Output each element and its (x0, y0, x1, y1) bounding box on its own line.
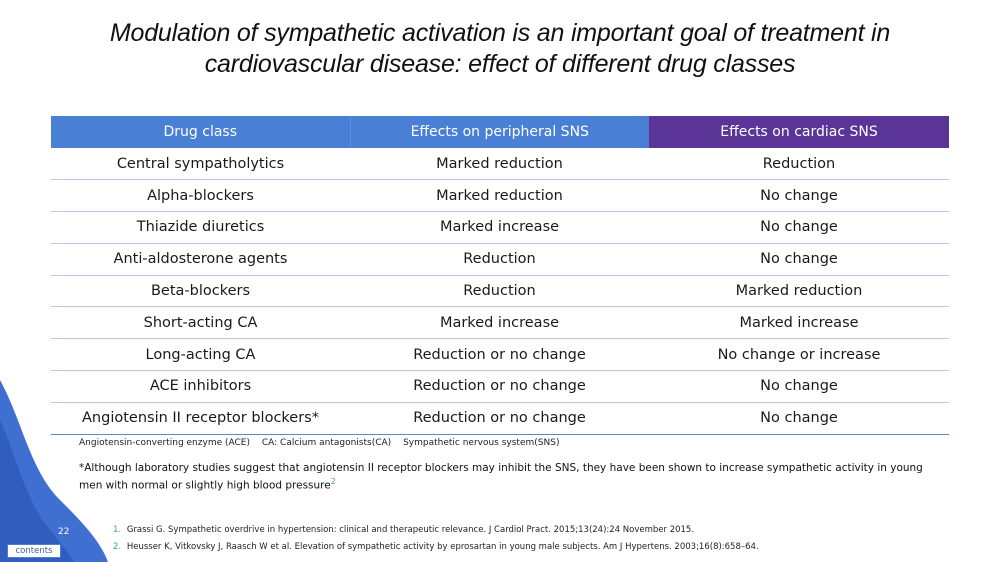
title-line-1: Modulation of sympathetic activation is … (109, 19, 891, 47)
cell-peripheral: Reduction or no change (350, 402, 649, 435)
reference-number: 1. (113, 525, 122, 535)
contents-button[interactable]: contents (7, 544, 61, 558)
table-header-row: Drug class Effects on peripheral SNS Eff… (51, 116, 949, 148)
table-row: Angiotensin II receptor blockers* Reduct… (51, 402, 949, 435)
header-peripheral-sns: Effects on peripheral SNS (350, 116, 649, 148)
table-row: Beta-blockers Reduction Marked reduction (51, 275, 949, 308)
cell-drug-class: ACE inhibitors (51, 370, 350, 403)
abbreviation-sns: Sympathetic nervous system(SNS) (403, 438, 560, 448)
cell-drug-class: Anti-aldosterone agents (51, 243, 350, 276)
drug-class-table: Drug class Effects on peripheral SNS Eff… (51, 116, 949, 435)
footnote-text: *Although laboratory studies suggest tha… (79, 462, 923, 492)
cell-drug-class: Angiotensin II receptor blockers* (51, 402, 350, 435)
cell-cardiac: No change or increase (649, 338, 949, 372)
cell-peripheral: Marked reduction (350, 148, 649, 181)
cell-drug-class: Long-acting CA (51, 338, 350, 372)
cell-cardiac: Marked increase (649, 306, 949, 340)
reference-number: 2. (113, 542, 122, 552)
cell-cardiac: No change (649, 402, 949, 435)
page-title: Modulation of sympathetic activation is … (40, 18, 960, 80)
cell-peripheral: Marked increase (350, 306, 649, 340)
table-row: Anti-aldosterone agents Reduction No cha… (51, 243, 949, 276)
header-drug-class: Drug class (51, 116, 351, 148)
abbreviation-ace: Angiotensin-converting enzyme (ACE) (79, 438, 250, 448)
reference-text: Grassi G. Sympathetic overdrive in hyper… (126, 525, 695, 535)
cell-drug-class: Beta-blockers (51, 275, 350, 308)
cell-drug-class: Central sympatholytics (51, 148, 350, 181)
decorative-corner-shape (0, 380, 108, 562)
footnote-ref: 2 (330, 477, 336, 486)
cell-cardiac: No change (649, 370, 949, 403)
reference-text: Heusser K, Vitkovsky J, Raasch W et al. … (126, 542, 759, 552)
footnote: *Although laboratory studies suggest tha… (79, 462, 949, 493)
table-row: Thiazide diuretics Marked increase No ch… (51, 211, 949, 244)
reference-item: 2. Heusser K, Vitkovsky J, Raasch W et a… (113, 539, 973, 556)
cell-cardiac: No change (649, 179, 949, 213)
abbreviations-line: Angiotensin-converting enzyme (ACE) CA: … (79, 438, 568, 448)
cell-peripheral: Reduction (350, 243, 649, 276)
cell-drug-class: Short-acting CA (51, 306, 350, 340)
cell-drug-class: Thiazide diuretics (51, 211, 350, 244)
cell-cardiac: No change (649, 211, 949, 244)
slide-number: 22 (58, 527, 70, 537)
table-row: ACE inhibitors Reduction or no change No… (51, 370, 949, 403)
cell-peripheral: Marked reduction (350, 179, 649, 213)
cell-cardiac: Reduction (649, 148, 949, 181)
abbreviation-ca: CA: Calcium antagonists(CA) (261, 438, 392, 448)
table-row: Short-acting CA Marked increase Marked i… (51, 306, 949, 340)
header-cardiac-sns: Effects on cardiac SNS (649, 116, 949, 148)
cell-peripheral: Reduction or no change (350, 338, 649, 372)
table-row: Central sympatholytics Marked reduction … (51, 148, 949, 181)
cell-peripheral: Reduction or no change (350, 370, 649, 403)
reference-item: 1. Grassi G. Sympathetic overdrive in hy… (113, 522, 973, 539)
cell-cardiac: No change (649, 243, 949, 276)
cell-cardiac: Marked reduction (649, 275, 949, 308)
table-row: Long-acting CA Reduction or no change No… (51, 338, 949, 372)
title-line-2: cardiovascular disease: effect of differ… (204, 50, 796, 78)
cell-drug-class: Alpha-blockers (51, 179, 350, 213)
cell-peripheral: Reduction (350, 275, 649, 308)
cell-peripheral: Marked increase (350, 211, 649, 244)
table-row: Alpha-blockers Marked reduction No chang… (51, 179, 949, 213)
references-list: 1. Grassi G. Sympathetic overdrive in hy… (113, 522, 973, 556)
